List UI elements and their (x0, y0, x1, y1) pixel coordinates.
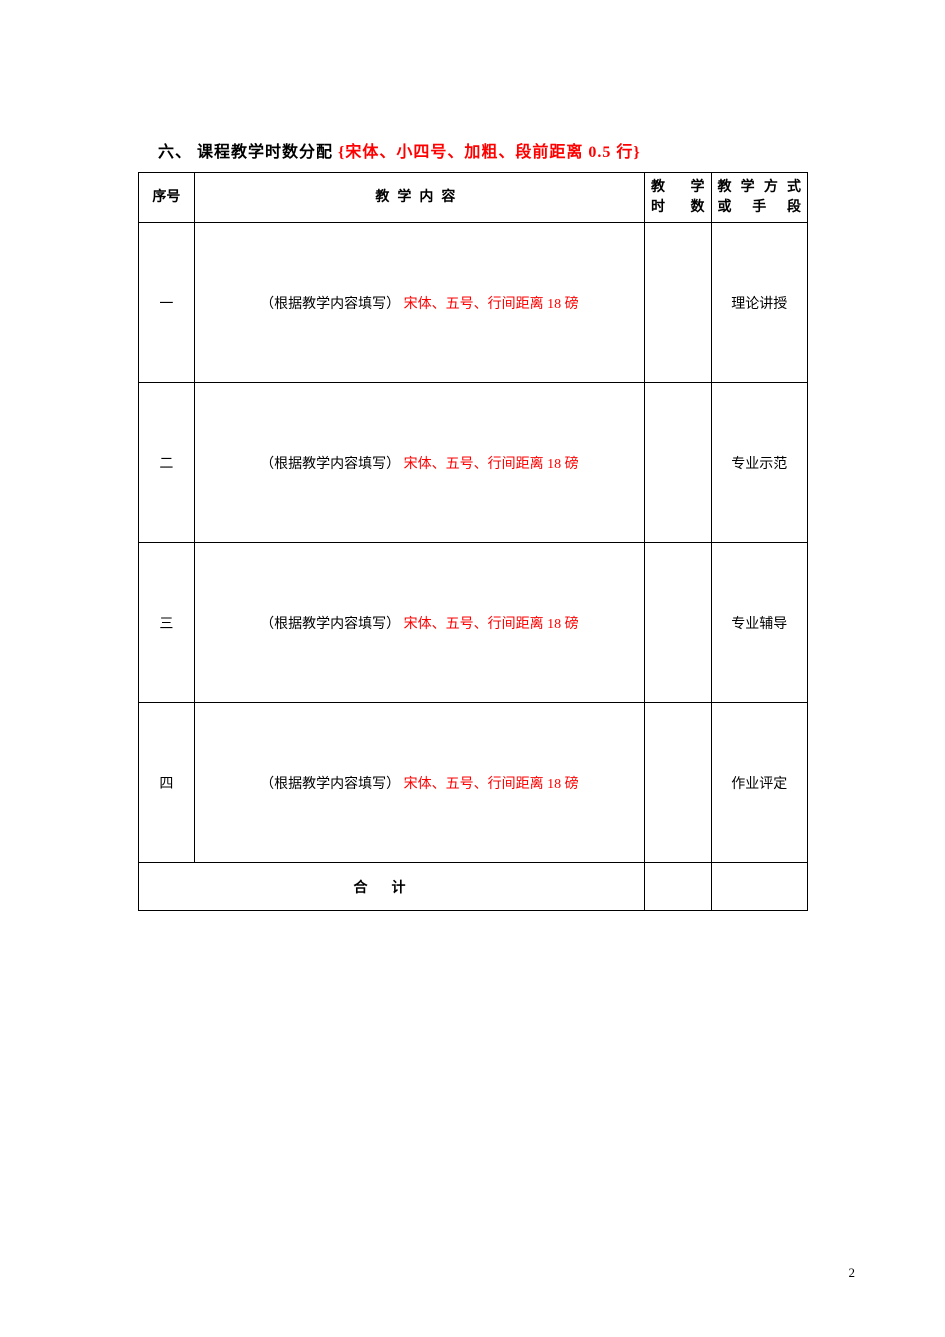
cell-content: （根据教学内容填写） 宋体、五号、行间距离 18 磅 (194, 383, 644, 543)
section-heading: 六、 课程教学时数分配 {宋体、小四号、加粗、段前距离 0.5 行} (158, 138, 808, 162)
section-title-text: 课程教学时数分配 (197, 144, 333, 161)
cell-content: （根据教学内容填写） 宋体、五号、行间距离 18 磅 (194, 223, 644, 383)
cell-hours (645, 543, 711, 703)
document-content: 六、 课程教学时数分配 {宋体、小四号、加粗、段前距离 0.5 行} 序号 教学… (138, 138, 808, 911)
cell-method: 作业评定 (711, 703, 808, 863)
table-row: 一 （根据教学内容填写） 宋体、五号、行间距离 18 磅 理论讲授 (139, 223, 808, 383)
table-row: 二 （根据教学内容填写） 宋体、五号、行间距离 18 磅 专业示范 (139, 383, 808, 543)
cell-content: （根据教学内容填写） 宋体、五号、行间距离 18 磅 (194, 543, 644, 703)
cell-hours (645, 703, 711, 863)
content-format-note: 宋体、五号、行间距离 18 磅 (404, 617, 579, 632)
footer-label: 合计 (139, 863, 645, 911)
section-number: 六、 (158, 144, 192, 161)
cell-hours (645, 223, 711, 383)
content-prefix: （根据教学内容填写） (260, 297, 400, 312)
content-format-note: 宋体、五号、行间距离 18 磅 (404, 297, 579, 312)
col-header-content: 教学内容 (194, 173, 644, 223)
content-format-note: 宋体、五号、行间距离 18 磅 (404, 777, 579, 792)
cell-method: 专业辅导 (711, 543, 808, 703)
cell-seq: 四 (139, 703, 195, 863)
hours-allocation-table: 序号 教学内容 教 学 时 数 教学方式 或手段 一 （根据教学内容填写） 宋体… (138, 172, 808, 911)
col-header-seq: 序号 (139, 173, 195, 223)
cell-seq: 三 (139, 543, 195, 703)
content-prefix: （根据教学内容填写） (260, 777, 400, 792)
col-header-hours: 教 学 时 数 (645, 173, 711, 223)
table-footer-row: 合计 (139, 863, 808, 911)
footer-hours-total (645, 863, 711, 911)
cell-hours (645, 383, 711, 543)
cell-content: （根据教学内容填写） 宋体、五号、行间距离 18 磅 (194, 703, 644, 863)
cell-method: 理论讲授 (711, 223, 808, 383)
section-format-note: {宋体、小四号、加粗、段前距离 0.5 行} (338, 144, 641, 161)
cell-method: 专业示范 (711, 383, 808, 543)
content-prefix: （根据教学内容填写） (260, 617, 400, 632)
col-header-method: 教学方式 或手段 (711, 173, 808, 223)
table-header-row: 序号 教学内容 教 学 时 数 教学方式 或手段 (139, 173, 808, 223)
footer-method-total (711, 863, 808, 911)
table-row: 三 （根据教学内容填写） 宋体、五号、行间距离 18 磅 专业辅导 (139, 543, 808, 703)
cell-seq: 一 (139, 223, 195, 383)
content-format-note: 宋体、五号、行间距离 18 磅 (404, 457, 579, 472)
table-row: 四 （根据教学内容填写） 宋体、五号、行间距离 18 磅 作业评定 (139, 703, 808, 863)
content-prefix: （根据教学内容填写） (260, 457, 400, 472)
page-number: 2 (849, 1265, 856, 1281)
cell-seq: 二 (139, 383, 195, 543)
